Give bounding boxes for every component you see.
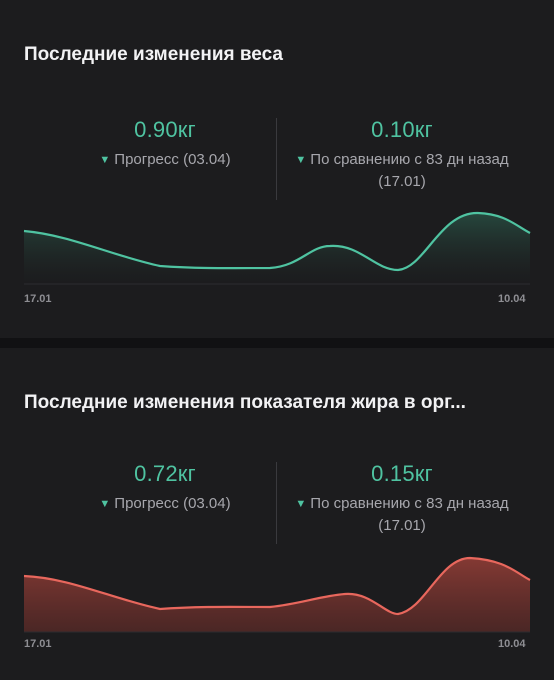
weight-changes-card[interactable]: Последние изменения веса 0.90кг ▼ Прогрес… [0,0,554,338]
stat-divider [276,118,277,200]
progress-label: Прогресс (03.04) [114,151,231,168]
x-axis-end-label: 10.04 [498,293,526,305]
body-fat-trend-line [23,556,531,616]
triangle-down-icon: ▼ [295,498,307,510]
body-fat-changes-card[interactable]: Последние изменения показателя жира в ор… [0,348,554,680]
progress-label-row: ▼ Прогресс (03.04) [45,493,285,515]
progress-stat: 0.72кг ▼ Прогресс (03.04) [45,461,285,515]
x-axis-end-label: 10.04 [498,638,526,650]
body-fat-trend-area [24,558,530,632]
weight-trend-chart [23,211,531,285]
progress-label-row: ▼ Прогресс (03.04) [45,149,285,171]
progress-label: Прогресс (03.04) [114,495,231,512]
body-fat-trend-chart [23,556,531,633]
comparison-label-row: ▼ По сравнению с 83 дн назад (17.01) [292,493,512,536]
comparison-stat: 0.15кг ▼ По сравнению с 83 дн назад (17.0… [282,461,522,536]
comparison-value: 0.10кг [371,117,433,142]
progress-stat: 0.90кг ▼ Прогресс (03.04) [45,117,285,171]
card-title: Последние изменения показателя жира в ор… [24,392,466,413]
stat-divider [276,462,277,544]
x-axis-start-label: 17.01 [24,638,52,650]
comparison-label: По сравнению с 83 дн назад (17.01) [310,151,509,190]
comparison-stat: 0.10кг ▼ По сравнению с 83 дн назад (17.0… [282,117,522,192]
weight-trend-line [23,211,531,272]
card-title: Последние изменения веса [24,44,283,65]
comparison-label: По сравнению с 83 дн назад (17.01) [310,495,509,534]
weight-trend-area [24,212,530,284]
triangle-down-icon: ▼ [99,154,111,166]
progress-value: 0.90кг [134,117,196,142]
x-axis-start-label: 17.01 [24,293,52,305]
progress-value: 0.72кг [134,461,196,486]
comparison-label-row: ▼ По сравнению с 83 дн назад (17.01) [292,149,512,192]
triangle-down-icon: ▼ [99,498,111,510]
comparison-value: 0.15кг [371,461,433,486]
triangle-down-icon: ▼ [295,154,307,166]
